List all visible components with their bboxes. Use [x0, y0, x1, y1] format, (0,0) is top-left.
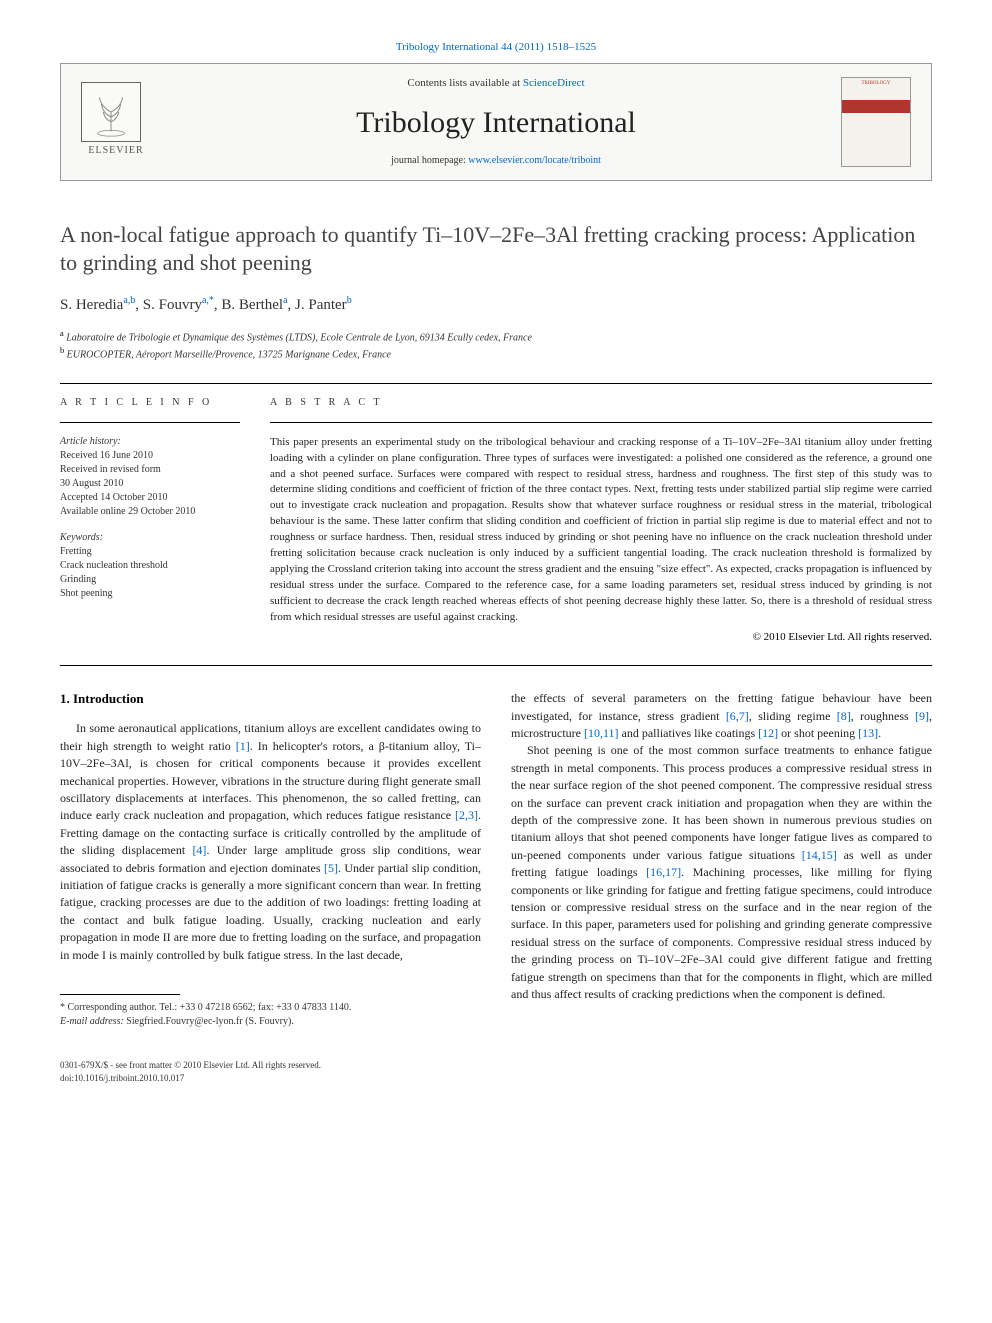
history-line: Received 16 June 2010 [60, 449, 240, 463]
article-info-label: A R T I C L E I N F O [60, 396, 240, 410]
issn-line: 0301-679X/$ - see front matter © 2010 El… [60, 1059, 932, 1072]
keyword: Fretting [60, 545, 240, 559]
sciencedirect-link[interactable]: ScienceDirect [523, 77, 585, 89]
divider [60, 383, 932, 384]
citation-link[interactable]: [6,7] [726, 709, 749, 723]
homepage-line: journal homepage: www.elsevier.com/locat… [151, 154, 841, 168]
email-link[interactable]: Siegfried.Fouvry@ec-lyon.fr [126, 1016, 242, 1027]
copyright-line: © 2010 Elsevier Ltd. All rights reserved… [270, 630, 932, 645]
section-heading: 1. Introduction [60, 690, 481, 708]
body-paragraph: the effects of several parameters on the… [511, 690, 932, 1003]
page-footer: 0301-679X/$ - see front matter © 2010 El… [60, 1059, 932, 1084]
paper-title: A non-local fatigue approach to quantify… [60, 221, 932, 278]
affiliation-marker[interactable]: a,* [202, 295, 214, 306]
keywords-label: Keywords: [60, 531, 240, 545]
corresponding-author-footnote: * Corresponding author. Tel.: +33 0 4721… [60, 1001, 481, 1029]
body-paragraph: In some aeronautical applications, titan… [60, 720, 481, 963]
authors-line: S. Herediaa,b, S. Fouvrya,*, B. Berthela… [60, 294, 932, 316]
divider [60, 665, 932, 666]
affiliation-text: EUROCOPTER, Aéroport Marseille/Provence,… [67, 350, 391, 361]
citation-link[interactable]: [12] [758, 726, 778, 740]
journal-citation[interactable]: Tribology International 44 (2011) 1518–1… [60, 40, 932, 55]
abstract-label: A B S T R A C T [270, 396, 932, 410]
elsevier-tree-icon [82, 83, 140, 141]
elsevier-label: ELSEVIER [81, 144, 151, 158]
history-line: Received in revised form [60, 463, 240, 477]
journal-homepage-link[interactable]: www.elsevier.com/locate/triboint [468, 155, 601, 166]
contents-lists-line: Contents lists available at ScienceDirec… [151, 76, 841, 91]
author: B. Berthela [221, 297, 287, 313]
citation-link[interactable]: [10,11] [584, 726, 619, 740]
history-line: 30 August 2010 [60, 477, 240, 491]
journal-cover-thumbnail: TRIBOLOGY [841, 77, 911, 167]
author: S. Fouvrya,* [143, 297, 214, 313]
abstract-column: A B S T R A C T This paper presents an e… [270, 396, 932, 646]
citation-link[interactable]: [1] [236, 739, 250, 753]
affiliation-marker[interactable]: a,b [123, 295, 135, 306]
citation-link[interactable]: [13] [858, 726, 878, 740]
history-line: Available online 29 October 2010 [60, 505, 240, 519]
citation-link[interactable]: [5] [324, 861, 338, 875]
keyword: Shot peening [60, 587, 240, 601]
doi-line: doi:10.1016/j.triboint.2010.10.017 [60, 1072, 932, 1085]
journal-header: ELSEVIER Contents lists available at Sci… [60, 63, 932, 180]
journal-title: Tribology International [151, 102, 841, 144]
affiliation-marker[interactable]: b [347, 295, 352, 306]
history-line: Accepted 14 October 2010 [60, 491, 240, 505]
abstract-text: This paper presents an experimental stud… [270, 435, 932, 626]
citation-link[interactable]: [2,3] [455, 808, 478, 822]
affiliations: a Laboratoire de Tribologie et Dynamique… [60, 328, 932, 363]
article-info-sidebar: A R T I C L E I N F O Article history: R… [60, 396, 240, 646]
keyword: Grinding [60, 573, 240, 587]
elsevier-logo: ELSEVIER [81, 82, 151, 162]
affiliation-text: Laboratoire de Tribologie et Dynamique d… [66, 332, 532, 343]
citation-link[interactable]: [9] [915, 709, 929, 723]
keyword: Crack nucleation threshold [60, 559, 240, 573]
author: J. Panterb [295, 297, 352, 313]
footnote-separator [60, 994, 180, 995]
citation-link[interactable]: [14,15] [802, 848, 837, 862]
author: S. Herediaa,b [60, 297, 135, 313]
citation-link[interactable]: [16,17] [646, 865, 681, 879]
affiliation-marker[interactable]: a [283, 295, 287, 306]
body-text-columns: 1. Introduction In some aeronautical app… [60, 690, 932, 1029]
citation-link[interactable]: [4] [192, 843, 206, 857]
history-label: Article history: [60, 435, 240, 449]
citation-link[interactable]: [8] [837, 709, 851, 723]
